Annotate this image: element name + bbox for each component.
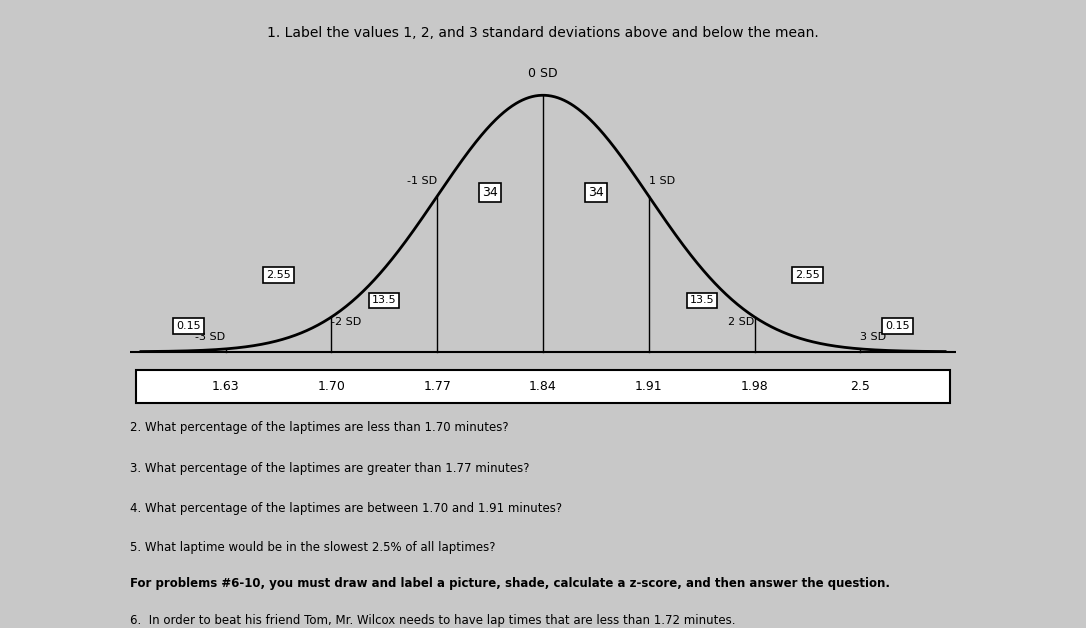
Text: 2.55: 2.55 <box>266 270 291 280</box>
Text: 34: 34 <box>588 187 604 199</box>
Text: 1.98: 1.98 <box>741 380 769 393</box>
Text: 1.91: 1.91 <box>635 380 662 393</box>
Text: 2 SD: 2 SD <box>729 317 755 327</box>
Text: 2.5: 2.5 <box>850 380 870 393</box>
Text: 2.55: 2.55 <box>795 270 820 280</box>
Text: 1. Label the values 1, 2, and 3 standard deviations above and below the mean.: 1. Label the values 1, 2, and 3 standard… <box>267 26 819 40</box>
Text: 1.63: 1.63 <box>212 380 239 393</box>
Text: -3 SD: -3 SD <box>195 332 226 342</box>
Text: 5. What laptime would be in the slowest 2.5% of all laptimes?: 5. What laptime would be in the slowest … <box>130 541 496 555</box>
Text: -2 SD: -2 SD <box>331 317 362 327</box>
Text: 3 SD: 3 SD <box>860 332 886 342</box>
Text: 13.5: 13.5 <box>372 295 396 305</box>
Text: 1.77: 1.77 <box>424 380 451 393</box>
Text: 0.15: 0.15 <box>885 321 910 331</box>
Text: 6.  In order to beat his friend Tom, Mr. Wilcox needs to have lap times that are: 6. In order to beat his friend Tom, Mr. … <box>130 614 736 628</box>
Text: 13.5: 13.5 <box>690 295 714 305</box>
Text: 1 SD: 1 SD <box>648 176 674 186</box>
Text: 1.84: 1.84 <box>529 380 557 393</box>
Text: For problems #6-10, you must draw and label a picture, shade, calculate a z-scor: For problems #6-10, you must draw and la… <box>130 577 891 590</box>
Text: 0.15: 0.15 <box>176 321 201 331</box>
Text: -1 SD: -1 SD <box>407 176 438 186</box>
Text: 4. What percentage of the laptimes are between 1.70 and 1.91 minutes?: 4. What percentage of the laptimes are b… <box>130 502 563 516</box>
Bar <box>136 370 950 403</box>
Text: 2. What percentage of the laptimes are less than 1.70 minutes?: 2. What percentage of the laptimes are l… <box>130 421 509 434</box>
Text: 3. What percentage of the laptimes are greater than 1.77 minutes?: 3. What percentage of the laptimes are g… <box>130 462 530 475</box>
Text: 34: 34 <box>482 187 498 199</box>
Text: 1.70: 1.70 <box>317 380 345 393</box>
Text: 0 SD: 0 SD <box>528 67 558 80</box>
